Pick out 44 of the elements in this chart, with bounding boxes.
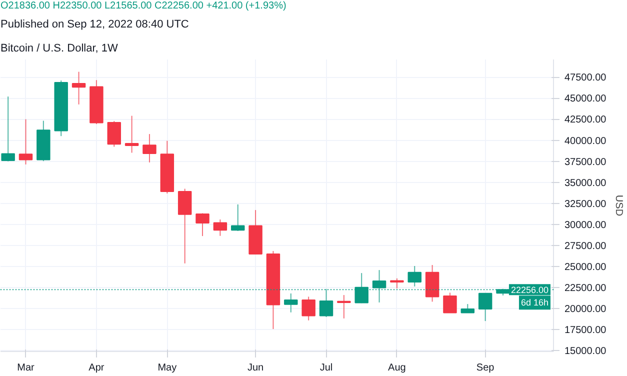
annotation: 6d 16h	[520, 298, 549, 308]
chart-subtitle: Bitcoin / U.S. Dollar, 1W	[0, 42, 118, 54]
y-tick-label: 25000.00	[564, 262, 607, 274]
x-tick-label: Apr	[88, 362, 105, 374]
candlestick	[478, 292, 492, 322]
y-tick-label: 20000.00	[564, 304, 607, 316]
y-tick-label: 37500.00	[564, 156, 607, 168]
candlestick	[337, 294, 351, 319]
y-tick-label: 47500.00	[564, 72, 607, 84]
chart-title: Published on Sep 12, 2022 08:40 UTC	[0, 18, 189, 30]
candlestick	[196, 212, 210, 237]
candlestick	[72, 71, 86, 105]
x-tick-label: Sep	[476, 362, 495, 374]
y-tick-label: 32500.00	[564, 198, 607, 210]
candlestick	[284, 292, 298, 313]
y-tick-label: 17500.00	[564, 325, 607, 336]
candlestick	[107, 120, 121, 148]
x-tick-label: Jun	[247, 362, 264, 374]
x-tick-label: Aug	[388, 362, 406, 374]
y-tick-label: 42500.00	[564, 114, 607, 126]
y-axis-title: USD	[613, 194, 624, 216]
y-tick-label: 30000.00	[564, 220, 607, 231]
candlestick	[18, 118, 33, 165]
candlestick	[124, 115, 139, 154]
y-tick-label: 40000.00	[564, 136, 607, 147]
candlestick	[408, 266, 422, 287]
ref-line-label: 22256.00	[510, 285, 549, 296]
candlestick	[178, 188, 192, 264]
y-tick-label: 35000.00	[564, 178, 607, 189]
y-tick-label: 22500.00	[564, 283, 607, 294]
x-tick-label: Jul	[320, 362, 333, 374]
candlestick	[1, 96, 15, 162]
text: O21836.00 H22350.00 L21565.00 C22256.00 +421.00 (+1.93%)	[0, 0, 286, 12]
candlestick	[142, 134, 156, 163]
y-tick-label: 27500.00	[564, 240, 607, 252]
candlestick	[302, 296, 316, 321]
candlestick	[230, 204, 245, 232]
candlestick	[443, 292, 457, 314]
x-tick-label: May	[158, 362, 177, 374]
y-tick-label: 15000.00	[564, 346, 607, 358]
candlestick	[213, 218, 228, 236]
x-tick-label: Mar	[17, 362, 36, 374]
candlestick	[390, 278, 404, 289]
y-tick-label: 45000.00	[564, 94, 607, 105]
